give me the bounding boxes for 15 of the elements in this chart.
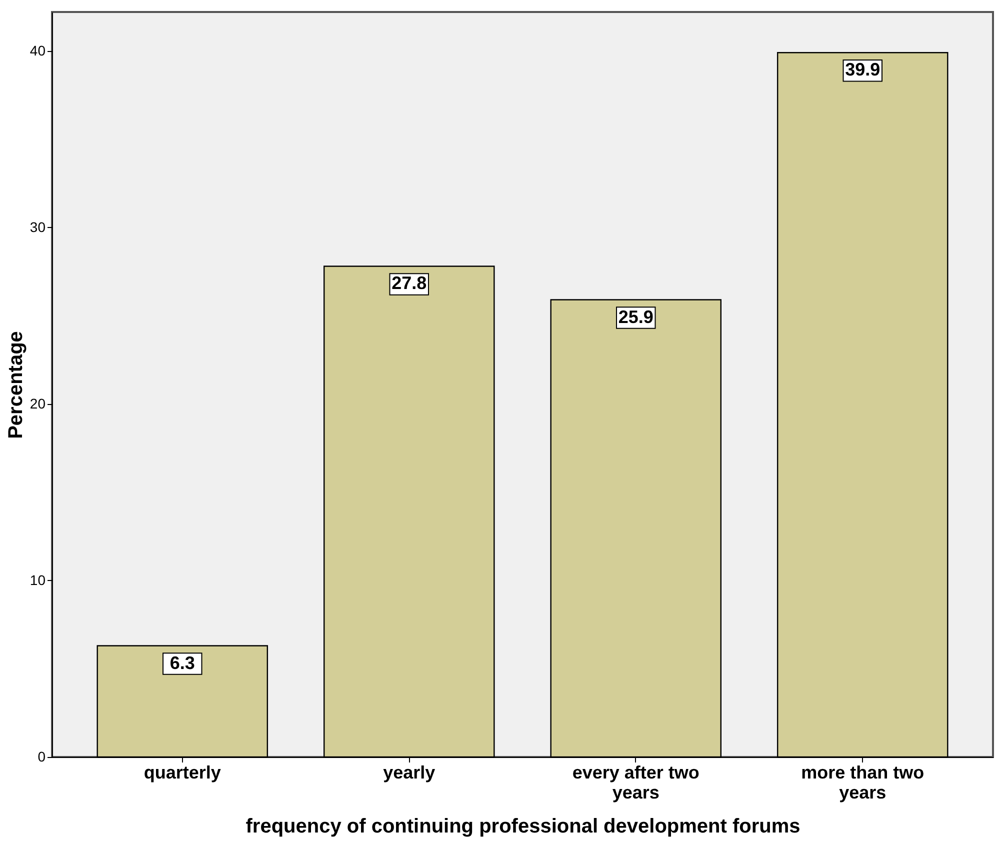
x-axis-title: frequency of continuing professional development forums <box>246 816 800 838</box>
data-label: 27.8 <box>392 273 427 294</box>
y-tick-label: 10 <box>30 572 46 588</box>
y-axis-title: Percentage <box>4 331 27 439</box>
y-tick-label: 20 <box>30 395 46 412</box>
x-tick-label: every after two years <box>572 762 700 802</box>
y-tick-label: 40 <box>30 42 46 58</box>
y-tick-label: 0 <box>38 748 46 764</box>
data-label: 39.9 <box>845 60 880 80</box>
x-tick-label: quarterly <box>144 762 221 782</box>
data-label: 6.3 <box>170 652 195 673</box>
x-tick-label: yearly <box>383 762 436 782</box>
y-tick-label: 30 <box>30 218 46 235</box>
x-tick-label: more than two years <box>801 762 924 802</box>
data-label: 25.9 <box>618 306 654 327</box>
